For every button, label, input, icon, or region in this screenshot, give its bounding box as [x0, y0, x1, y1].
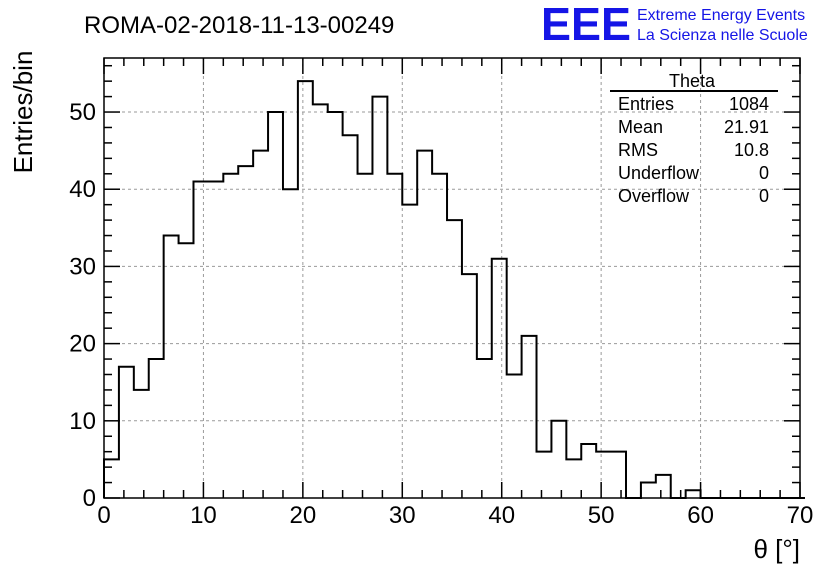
x-tick-label: 60 [687, 502, 714, 529]
histogram-bin [208, 182, 223, 498]
plot-frame [103, 57, 801, 499]
histogram-bin [283, 189, 298, 498]
histogram-bin [372, 97, 387, 498]
eee-logo-line2: La Scienza nelle Scuole [637, 27, 808, 44]
histogram-bin [417, 151, 432, 498]
histogram-bin [223, 174, 238, 498]
stats-row-value: 10.8 [734, 140, 769, 160]
x-tick-label: 50 [588, 502, 615, 529]
histogram-bin [507, 374, 522, 498]
stats-row-value: 21.91 [724, 117, 769, 137]
histogram-bin [551, 421, 566, 498]
histogram-bin [193, 182, 208, 498]
stats-box: Theta Entries 1084 Mean 21.91 RMS 10.8 Underfl… [610, 71, 778, 206]
histogram-bin [298, 81, 313, 498]
x-tick-label: 30 [389, 502, 416, 529]
stats-row-label: Mean [618, 117, 663, 137]
histogram-bin [268, 112, 283, 498]
stats-row-label: Underflow [618, 163, 700, 183]
histogram-bin [119, 367, 134, 498]
stats-box-title: Theta [669, 71, 716, 91]
stats-row-label: RMS [618, 140, 658, 160]
y-tick-label: 10 [69, 408, 96, 435]
y-tick-label: 40 [69, 176, 96, 203]
histogram-bin [149, 359, 164, 498]
stats-row-label: Entries [618, 94, 674, 114]
histogram-bin [656, 475, 671, 498]
histogram-bin [686, 490, 701, 498]
histogram-bin [447, 220, 462, 498]
histogram-bin [104, 459, 119, 498]
y-tick-label: 50 [69, 99, 96, 126]
x-tick-label: 20 [290, 502, 317, 529]
run-title: ROMA-02-2018-11-13-00249 [84, 12, 394, 39]
histogram-bin [179, 243, 194, 498]
x-tick-label: 10 [190, 502, 217, 529]
tick-labels: 0 10 20 30 40 50 60 70 0 10 20 30 40 50 [69, 99, 813, 529]
stats-rows: Entries 1084 Mean 21.91 RMS 10.8 Underflow 0 Ove… [618, 94, 769, 206]
x-tick-label: 0 [97, 502, 110, 529]
histogram-bin [134, 390, 149, 498]
y-tick-label: 30 [69, 253, 96, 280]
histogram-bin [328, 112, 343, 498]
histogram-bin [492, 259, 507, 498]
histogram-bin [164, 236, 179, 498]
x-axis-label: θ [°] [753, 534, 800, 564]
histogram-bin [432, 174, 447, 498]
y-tick-label: 20 [69, 331, 96, 358]
histogram-bin [522, 336, 537, 498]
histogram-bin [566, 459, 581, 498]
histogram-bin [581, 444, 596, 498]
histogram-bin [611, 452, 626, 498]
stats-row-value: 0 [759, 186, 769, 206]
eee-logo-mark: EEE [541, 0, 631, 50]
stats-row-value: 0 [759, 163, 769, 183]
x-tick-label: 40 [488, 502, 515, 529]
x-tick-label: 70 [787, 502, 814, 529]
stats-row-value: 1084 [729, 94, 769, 114]
y-tick-label: 0 [83, 485, 96, 512]
grid [104, 58, 800, 498]
histogram-bin [343, 135, 358, 498]
histogram-bin [402, 205, 417, 498]
histogram-bin [596, 452, 611, 498]
histogram-bin [477, 359, 492, 498]
stats-row-label: Overflow [618, 186, 690, 206]
histogram-bin [238, 166, 253, 498]
histogram-bin [253, 151, 268, 498]
eee-logo-line1: Extreme Energy Events [637, 7, 805, 24]
histogram-bin [358, 174, 373, 498]
y-axis-label: Entries/bin [8, 51, 38, 174]
histogram-bin [537, 452, 552, 498]
eee-logo: EEE Extreme Energy Events La Scienza nel… [541, 0, 808, 50]
histogram-bin [387, 174, 402, 498]
histogram-line [103, 80, 805, 499]
histogram-bin [313, 104, 328, 498]
histogram-bin [462, 274, 477, 498]
histogram-bin [641, 483, 656, 498]
